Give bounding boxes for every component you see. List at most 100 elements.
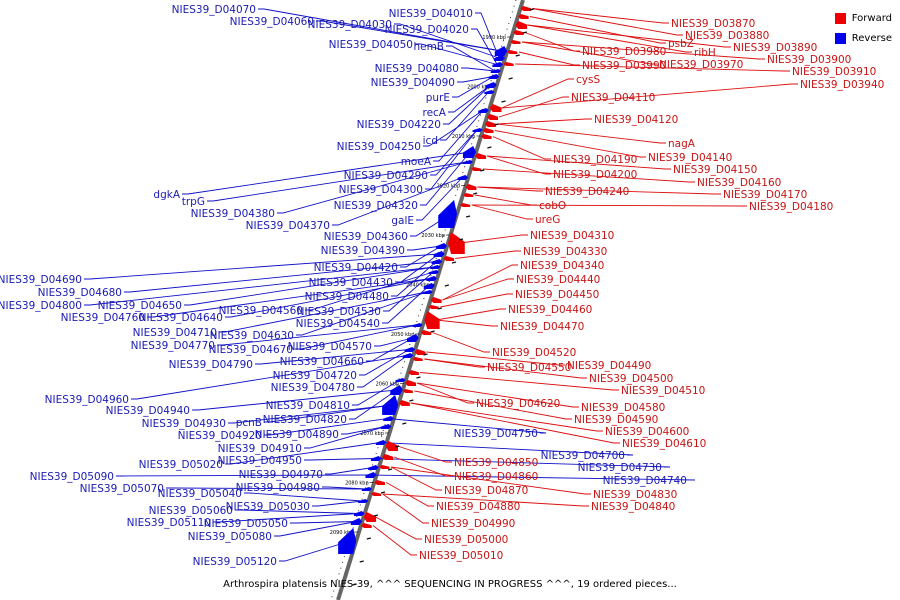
- forward-gene-arrow: [370, 492, 382, 496]
- reverse-leader-line: [290, 521, 357, 524]
- reverse-leader-line: [295, 324, 417, 350]
- forward-gene-label: NIES39_D04470: [500, 321, 584, 333]
- reverse-gene-label: NIES39_D04700: [541, 450, 625, 462]
- forward-gene-arrow: [379, 465, 390, 469]
- reverse-gene-arrow: [478, 108, 489, 113]
- legend-forward-label: Forward: [851, 12, 892, 24]
- gene-dash: [451, 261, 457, 264]
- gene-dash: [508, 77, 513, 80]
- forward-leader-lines: [372, 8, 798, 556]
- scale-tick-label: 2080 kbp: [345, 481, 369, 487]
- forward-gene-label: ureG: [535, 214, 560, 226]
- forward-gene-label: NIES39_D04520: [492, 347, 576, 359]
- forward-leader-line: [527, 24, 731, 48]
- reverse-gene-label: NIES39_D04740: [603, 475, 687, 487]
- reverse-gene-arrow: [380, 424, 392, 429]
- forward-leader-line: [442, 264, 518, 301]
- reverse-gene-arrow: [492, 62, 504, 67]
- reverse-gene-label: NIES39_D04980: [236, 482, 320, 494]
- forward-gene-arrow: [503, 62, 514, 66]
- reverse-gene-label: pcnB: [236, 417, 262, 429]
- reverse-gene-label: NIES39_D04380: [191, 208, 275, 220]
- forward-gene-label: NIES39_D03910: [792, 66, 876, 78]
- forward-leader-line: [372, 525, 417, 556]
- reverse-gene-arrow: [426, 276, 438, 281]
- forward-leader-line: [424, 358, 485, 368]
- reverse-leader-line: [225, 442, 381, 465]
- forward-leader-line: [393, 456, 452, 477]
- reverse-gene-arrow: [365, 472, 377, 478]
- forward-gene-arrow: [489, 104, 502, 112]
- forward-gene-label: NIES39_D04600: [605, 426, 689, 438]
- gene-dash: [366, 537, 371, 540]
- reverse-gene-label: NIES39_D04800: [0, 300, 82, 312]
- forward-gene-arrow: [402, 389, 413, 393]
- forward-leader-line: [390, 466, 442, 491]
- reverse-gene-label: NIES39_D05030: [226, 501, 310, 513]
- gene-dash: [522, 31, 527, 34]
- forward-gene-arrow: [412, 357, 423, 361]
- forward-gene-label: NIES39_D04500: [589, 373, 673, 385]
- forward-leader-line: [501, 83, 798, 109]
- forward-gene-label: NIES39_D04550: [487, 362, 571, 374]
- forward-gene-label: NIES39_D05000: [424, 534, 508, 546]
- reverse-gene-arrow: [390, 385, 403, 395]
- reverse-leader-line: [274, 521, 357, 537]
- reverse-gene-label: NIES39_D04970: [239, 469, 323, 481]
- reverse-leader-line: [258, 8, 502, 52]
- forward-gene-label: NIES39_D04180: [749, 201, 833, 213]
- reverse-gene-arrow: [433, 251, 445, 257]
- forward-leader-line: [382, 493, 589, 507]
- forward-gene-arrow: [512, 30, 524, 35]
- forward-gene-label: psbZ: [668, 38, 694, 50]
- forward-gene-label: NIES39_D04110: [571, 92, 655, 104]
- gene-dash: [352, 583, 357, 586]
- forward-leader-line: [477, 186, 543, 192]
- reverse-leader-line: [332, 177, 463, 226]
- reverse-gene-label: NIES39_D04080: [375, 63, 459, 75]
- reverse-swatch: [834, 32, 846, 44]
- reverse-leader-line: [131, 355, 408, 400]
- forward-gene-label: NIES39_D04610: [622, 438, 706, 450]
- forward-leader-line: [494, 130, 646, 158]
- reverse-gene-label: NIES39_D04810: [266, 400, 350, 412]
- gene-dash: [473, 192, 478, 195]
- forward-leader-line: [432, 332, 490, 353]
- forward-gene-label: NIES39_D03980: [582, 46, 666, 58]
- reverse-gene-label: NIES39_D05060: [149, 505, 233, 517]
- reverse-gene-label: NIES39_D04250: [337, 141, 421, 153]
- reverse-leader-line: [207, 161, 468, 202]
- forward-gene-arrow: [420, 330, 432, 335]
- reverse-gene-label: NIES39_D04090: [371, 77, 455, 89]
- reverse-leader-line: [277, 161, 468, 214]
- reverse-gene-label: NIES39_D04420: [314, 262, 398, 274]
- reverse-leader-line: [217, 324, 417, 346]
- reverse-gene-label: dgkA: [153, 189, 180, 201]
- forward-leader-line: [410, 402, 620, 444]
- reverse-gene-arrow: [428, 270, 440, 274]
- reverse-leader-line: [400, 245, 442, 268]
- forward-gene-arrow: [480, 134, 492, 139]
- forward-gene-label: NIES39_D04240: [545, 186, 629, 198]
- reverse-gene-arrow: [338, 528, 357, 554]
- forward-leader-line: [518, 51, 580, 66]
- forward-gene-arrow: [448, 232, 465, 254]
- reverse-gene-label: NIES39_D05090: [30, 471, 114, 483]
- reverse-gene-arrow: [382, 395, 399, 415]
- reverse-gene-label: NIES39_D04320: [334, 200, 418, 212]
- reverse-gene-arrow: [462, 160, 474, 164]
- reverse-leader-line: [349, 389, 398, 420]
- forward-swatch: [834, 12, 846, 24]
- forward-gene-arrow: [482, 128, 494, 133]
- reverse-gene-label: NIES39_D04940: [106, 405, 190, 417]
- forward-gene-arrow: [363, 512, 377, 522]
- gene-dash: [480, 169, 485, 172]
- forward-gene-label: NIES39_D04590: [574, 414, 658, 426]
- reverse-leader-line: [461, 67, 496, 72]
- gene-dash: [373, 514, 379, 517]
- forward-gene-label: NIES39_D05010: [419, 550, 503, 562]
- reverse-leader-line: [382, 285, 430, 324]
- gene-dash: [423, 353, 428, 356]
- forward-gene-label: NIES39_D03900: [767, 54, 851, 66]
- map-caption: Arthrospira platensis NIES-39, ^^^ SEQUE…: [223, 579, 677, 590]
